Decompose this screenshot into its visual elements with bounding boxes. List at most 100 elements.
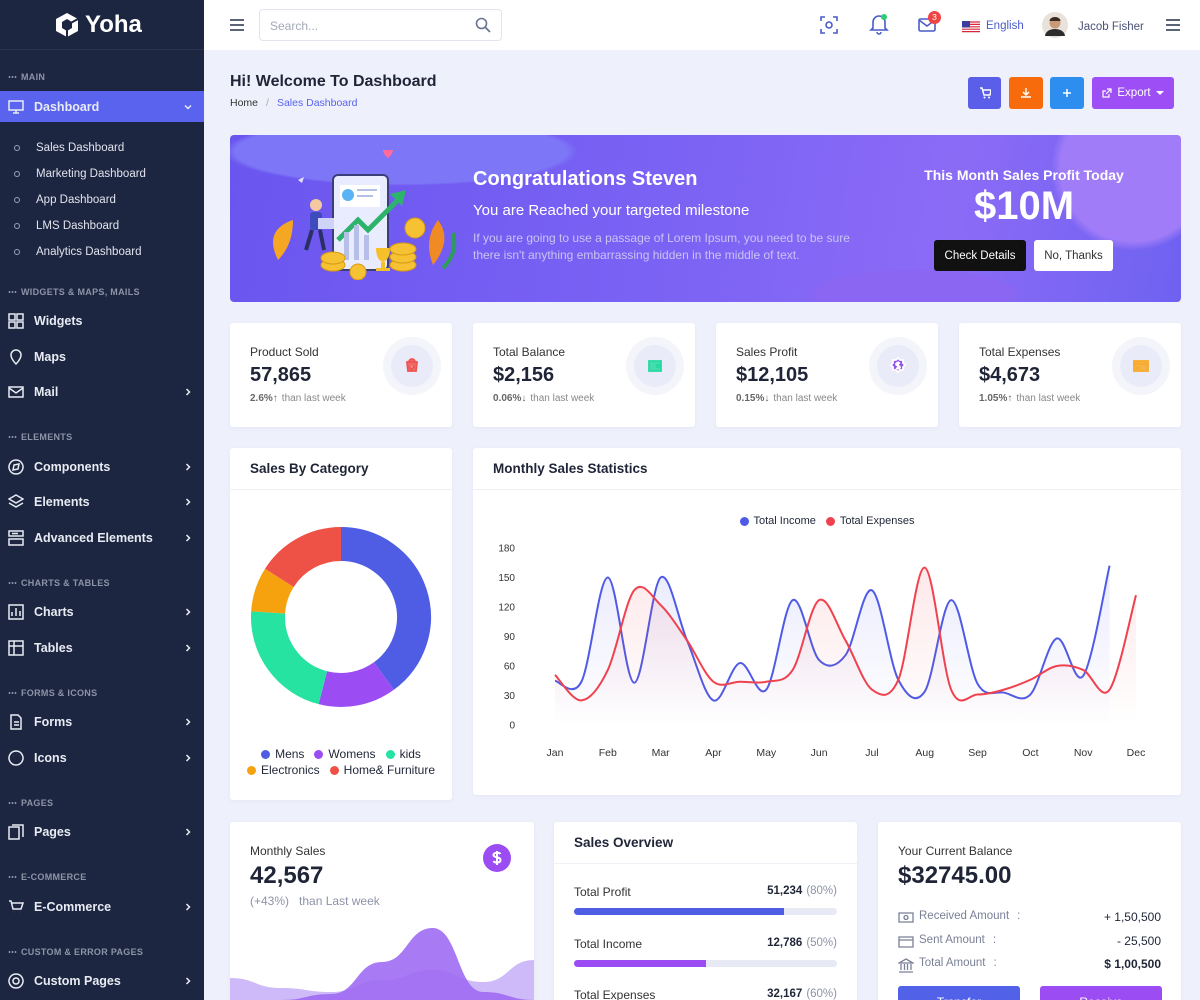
icon-fill — [649, 361, 661, 371]
area-series — [230, 928, 534, 1000]
section-title: CUSTOM & ERROR PAGES — [0, 940, 204, 964]
nav-icon — [8, 824, 24, 840]
legend-item[interactable]: Total Income — [739, 515, 816, 527]
export-button[interactable]: Export — [1092, 77, 1174, 109]
nav-label: Mail — [34, 385, 59, 400]
avatar[interactable] — [1042, 12, 1068, 38]
icon-shape — [8, 459, 24, 475]
balance-amount: $ 1,00,500 — [1104, 957, 1161, 971]
nav-item[interactable]: Dashboard — [0, 91, 204, 122]
overview-value: 51,234 (80%) — [767, 885, 837, 897]
section-label: CUSTOM & ERROR PAGES — [21, 946, 144, 957]
chevron — [185, 388, 191, 396]
submenu-item[interactable]: Sales Dashboard — [0, 135, 204, 161]
menu-toggle[interactable] — [229, 18, 245, 32]
chevron-shape — [185, 608, 191, 616]
mail-badge: 3 — [928, 11, 941, 24]
x-tick-label: Aug — [915, 747, 934, 759]
search-box[interactable]: Search... — [259, 9, 502, 41]
banner-heading: Congratulations Steven — [473, 168, 698, 190]
nav-label: Icons — [34, 750, 67, 765]
nav-item[interactable]: Forms — [0, 705, 204, 741]
user-name[interactable]: Jacob Fisher — [1078, 21, 1144, 33]
legend-label: Home& Furniture — [343, 763, 436, 777]
section-dots — [8, 436, 17, 438]
nav-icon — [8, 494, 24, 509]
settings-menu[interactable] — [1165, 18, 1181, 32]
stat-card: Sales Profit $12,105 0.15%↓ than last week — [716, 323, 938, 427]
submenu-item[interactable]: LMS Dashboard — [0, 213, 204, 239]
separator: : — [1017, 910, 1021, 922]
y-tick-label: 30 — [504, 691, 516, 702]
nav-icon — [10, 714, 22, 730]
nav-item[interactable]: E-Commerce — [0, 889, 204, 925]
scan-icon[interactable] — [820, 16, 838, 34]
page-title: Hi! Welcome To Dashboard — [230, 73, 437, 90]
nav-item[interactable]: Charts — [0, 595, 204, 631]
balance-button[interactable]: Receive — [1040, 986, 1162, 1000]
section-title: PAGES — [0, 791, 204, 815]
nav-item[interactable]: Mail — [0, 375, 204, 411]
chevron — [185, 977, 191, 985]
icon-glyph — [1133, 360, 1149, 372]
section-dots — [8, 76, 17, 78]
add-button[interactable] — [1050, 77, 1084, 109]
nav-item[interactable]: Maps — [0, 339, 204, 375]
logo-icon — [56, 12, 79, 37]
nav-icon — [9, 900, 24, 913]
legend-item[interactable]: kids — [385, 747, 421, 761]
banner-text: If you are going to use a passage of Lor… — [473, 231, 850, 262]
no-thanks-button[interactable]: No, Thanks — [1034, 240, 1113, 271]
y-tick-label: 90 — [504, 632, 516, 643]
change-value: 0.15%↓ — [736, 393, 770, 404]
notification-icon[interactable] — [869, 13, 889, 35]
nav-item[interactable]: Pages — [0, 815, 204, 851]
chevron-shape — [185, 977, 191, 985]
nav-item[interactable]: Custom Pages — [0, 964, 204, 1000]
section-label: FORMS & ICONS — [21, 687, 98, 698]
section-dots — [8, 876, 17, 878]
legend-item[interactable]: Home& Furniture — [329, 763, 436, 777]
nav-item[interactable]: Advanced Elements — [0, 520, 204, 556]
legend-item[interactable]: Electronics — [246, 763, 320, 777]
nav-item[interactable]: Components — [0, 449, 204, 485]
breadcrumb-sep: / — [266, 97, 269, 109]
icon-fill — [407, 359, 417, 371]
legend-swatch — [329, 765, 339, 775]
progress-track — [574, 959, 837, 967]
nav-label: Components — [34, 459, 111, 474]
submenu: Sales Dashboard Marketing Dashboard App Da… — [0, 125, 204, 265]
breadcrumb-home[interactable]: Home — [230, 97, 259, 109]
section-title: FORMS & ICONS — [0, 681, 204, 705]
nav-label: Charts — [34, 605, 74, 620]
cart-button[interactable] — [968, 77, 1001, 109]
submenu-item[interactable]: Analytics Dashboard — [0, 239, 204, 265]
language[interactable]: English — [986, 20, 1024, 32]
nav-item[interactable]: Elements — [0, 485, 204, 521]
icon-shape — [10, 714, 22, 730]
balance-icon — [898, 935, 914, 948]
balance-icon — [898, 958, 914, 973]
donut-slice — [318, 661, 394, 707]
nav-item[interactable]: Widgets — [0, 304, 204, 340]
nav-item[interactable]: Tables — [0, 630, 204, 666]
check-details-button[interactable]: Check Details — [934, 240, 1026, 271]
overview-value: 32,167 (60%) — [767, 988, 837, 1000]
balance-button[interactable]: Transfer — [898, 986, 1020, 1000]
legend-item[interactable]: Womens — [314, 747, 376, 761]
legend-item[interactable]: Mens — [261, 747, 304, 761]
nav-icon — [8, 530, 24, 546]
logo[interactable]: Yoha — [0, 0, 204, 50]
legend-item[interactable]: Total Expenses — [825, 515, 914, 527]
submenu-item[interactable]: App Dashboard — [0, 187, 204, 213]
chevron-shape — [185, 388, 191, 396]
section-label: PAGES — [21, 797, 54, 808]
banner-illustration — [273, 150, 457, 280]
icon-glyph — [889, 356, 907, 374]
nav-item[interactable]: Icons — [0, 740, 204, 776]
icon-shape — [8, 973, 24, 989]
submenu-item[interactable]: Marketing Dashboard — [0, 161, 204, 187]
stat-icon — [626, 337, 684, 395]
card-title: Monthly Sales Statistics — [493, 461, 648, 476]
download-button[interactable] — [1009, 77, 1043, 109]
